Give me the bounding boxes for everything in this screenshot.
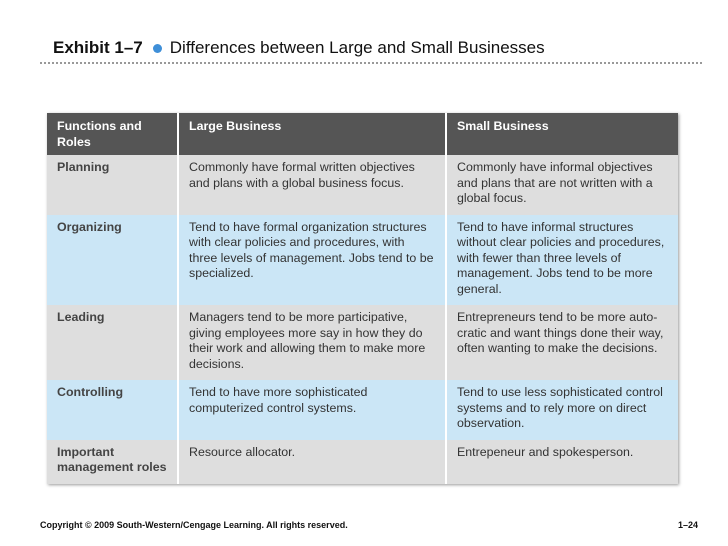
table-row: Controlling Tend to have more sophisticat… — [47, 380, 678, 440]
bullet — [152, 43, 162, 53]
dotted-rule — [40, 62, 702, 64]
exhibit-label: Exhibit 1–7 — [53, 38, 143, 57]
column-header: Large Business — [177, 113, 446, 155]
header-row: Functions and Roles Large Business Small B… — [47, 113, 678, 155]
cell: Tend to have more sophisticated computer… — [177, 380, 446, 440]
table-row: Important management roles Resource alloc… — [47, 439, 678, 484]
cell: Tend to have formal organization structu… — [177, 214, 446, 305]
cell: Commonly have formal written objectives … — [177, 155, 446, 215]
table-row: Planning Commonly have formal written obj… — [47, 155, 678, 215]
page-number: 1–24 — [677, 520, 698, 530]
row-label: Important management roles — [47, 439, 178, 484]
row-label: Controlling — [47, 380, 178, 440]
table-body: Planning Commonly have formal written obj… — [47, 155, 678, 484]
row-label: Leading — [47, 305, 178, 380]
comparison-table: Functions and Roles Large Business Small B… — [47, 113, 678, 484]
row-label: Organizing — [47, 214, 178, 305]
column-header: Small Business — [445, 113, 678, 155]
cell: Entrepeneur and spokesperson. — [445, 439, 678, 484]
slide-title: Differences between Large and Small Busi… — [169, 38, 545, 57]
footer: Copyright © 2009 South-Western/Cengage L… — [40, 520, 698, 530]
row-label: Planning — [47, 155, 178, 215]
cell: Resource allocator. — [177, 439, 446, 484]
cell: Entrepreneurs tend to be more auto-crati… — [445, 305, 678, 380]
cell: Managers tend to be more participative, … — [177, 305, 446, 380]
copyright: Copyright © 2009 South-Western/Cengage L… — [40, 520, 348, 530]
header: Exhibit 1–7 Differences between Large an… — [53, 38, 545, 58]
cell: Commonly have informal objectives and pl… — [445, 155, 678, 215]
column-header: Functions and Roles — [47, 113, 178, 155]
table-row: Organizing Tend to have formal organizati… — [47, 214, 678, 305]
cell: Tend to use less sophisticated control s… — [445, 380, 678, 440]
table-row: Leading Managers tend to be more particip… — [47, 305, 678, 380]
cell: Tend to have informal structures without… — [445, 214, 678, 305]
